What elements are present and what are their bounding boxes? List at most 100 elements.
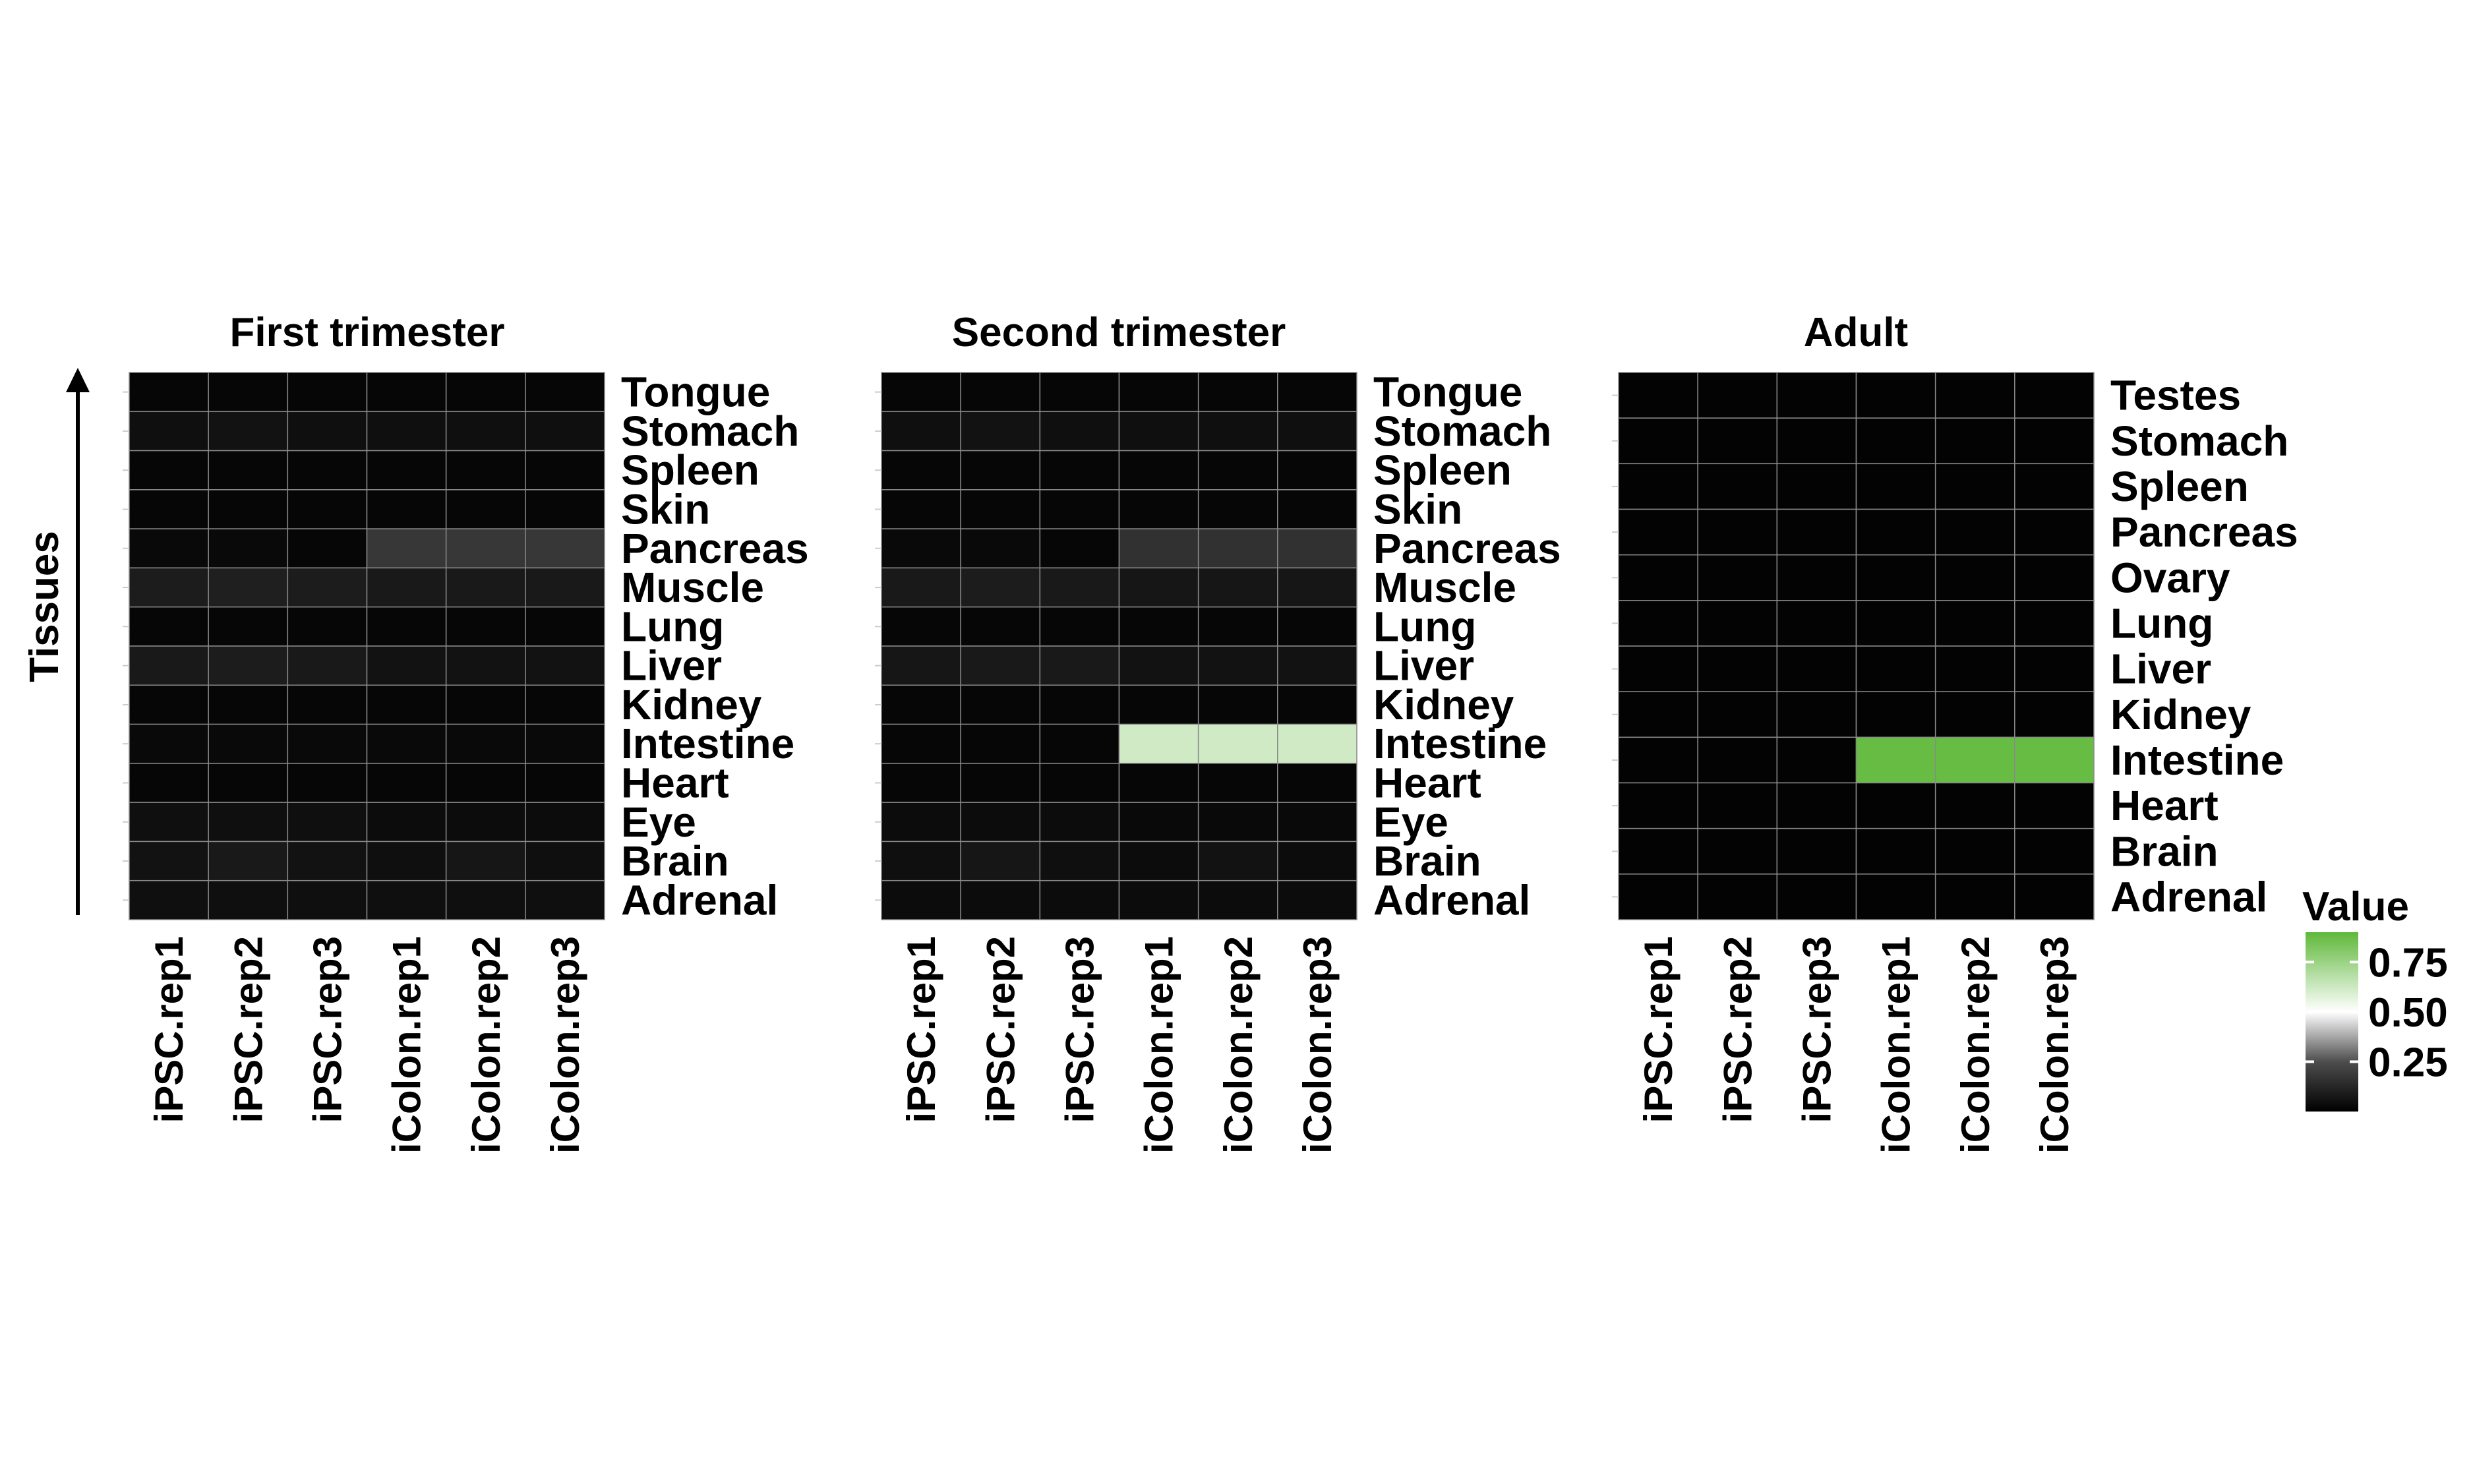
heatmap-cell <box>960 372 1041 413</box>
tissue-label: Liver <box>2110 645 2211 693</box>
heatmap-cell <box>287 411 368 452</box>
heatmap-cell <box>1118 841 1199 881</box>
tissue-label: Skin <box>1373 486 1462 533</box>
tissue-label: Lung <box>621 603 724 650</box>
tissue-label: Kidney <box>621 681 762 728</box>
heatmap-cell <box>129 723 209 764</box>
heatmap-cell <box>1277 528 1357 569</box>
heatmap-cell <box>1697 782 1778 829</box>
heatmap-cell <box>366 372 447 413</box>
heatmap-cell <box>1934 508 2015 556</box>
tissue-label: Kidney <box>1373 681 1514 728</box>
heatmap-cell <box>287 606 368 647</box>
heatmap-cell <box>1934 600 2015 647</box>
heatmap-cell <box>445 645 526 686</box>
heatmap-cell <box>287 684 368 725</box>
heatmap-cell <box>525 489 605 529</box>
heatmap-cell <box>1039 411 1120 452</box>
heatmap-cell <box>525 528 605 569</box>
heatmap-cell <box>1776 554 1857 601</box>
heatmap-cell <box>1277 723 1357 764</box>
heatmap-cell <box>525 802 605 843</box>
heatmap-cell <box>1197 606 1278 647</box>
heatmap-cell <box>881 450 961 490</box>
heatmap-cell <box>287 645 368 686</box>
heatmap-cell <box>2014 827 2095 875</box>
heatmap-cell <box>1855 372 1936 419</box>
tissue-label: Lung <box>1373 603 1476 650</box>
heatmap-cell <box>1039 802 1120 843</box>
heatmap-cell <box>1934 554 2015 601</box>
heatmap-cell <box>1697 508 1778 556</box>
heatmap-cell <box>525 411 605 452</box>
heatmap-cell <box>366 489 447 529</box>
heatmap-cell <box>881 879 961 920</box>
heatmap-cell <box>1776 782 1857 829</box>
heatmap-cell <box>525 879 605 920</box>
heatmap-cell <box>366 763 447 803</box>
heatmap-cell <box>1039 879 1120 920</box>
panel-title: Adult <box>1804 310 1908 355</box>
heatmap-cell <box>208 450 289 490</box>
heatmap-cell <box>1618 691 1698 738</box>
heatmap-cell <box>208 411 289 452</box>
heatmap-cell <box>1118 489 1199 529</box>
heatmap-cell <box>2014 645 2095 692</box>
heatmap-cell <box>287 763 368 803</box>
heatmap-cell <box>1039 606 1120 647</box>
heatmap-cell <box>129 684 209 725</box>
tissue-label: Stomach <box>621 407 799 455</box>
heatmap-cell <box>1039 841 1120 881</box>
sample-label: iPSC.rep2 <box>226 936 270 1123</box>
heatmap-cell <box>366 879 447 920</box>
tissue-label: Adrenal <box>2110 873 2267 920</box>
heatmap-cell <box>1277 606 1357 647</box>
heatmap-panel: First trimester TongueStomachSpleenSkinPa… <box>123 310 809 1154</box>
tissue-label: Lung <box>2110 599 2213 647</box>
heatmap-cell <box>525 723 605 764</box>
heatmap-cell <box>1197 411 1278 452</box>
heatmap-cell <box>129 372 209 413</box>
heatmap-cell <box>1039 489 1120 529</box>
heatmap-cell <box>525 841 605 881</box>
tissue-label: Ovary <box>2110 554 2230 601</box>
tissue-label: Heart <box>1373 759 1481 807</box>
heatmap-cell <box>1855 874 1936 920</box>
heatmap-cell <box>445 372 526 413</box>
heatmap-cell <box>1618 827 1698 875</box>
heatmap-cell <box>1776 827 1857 875</box>
heatmap-cell <box>881 606 961 647</box>
heatmap-cell <box>1697 372 1778 419</box>
heatmap-cell <box>1118 879 1199 920</box>
heatmap-cell <box>445 763 526 803</box>
heatmap-cell <box>208 489 289 529</box>
heatmap-cell <box>1618 782 1698 829</box>
tissue-label: Stomach <box>1373 407 1551 455</box>
heatmap-cell <box>1697 645 1778 692</box>
heatmap-cell <box>1197 723 1278 764</box>
heatmap-cell <box>287 528 368 569</box>
heatmap-cell <box>1197 802 1278 843</box>
heatmap-cell <box>208 763 289 803</box>
tissue-label: Spleen <box>2110 463 2249 510</box>
heatmap-cell <box>445 841 526 881</box>
heatmap-cell <box>287 841 368 881</box>
heatmap-cell <box>366 841 447 881</box>
heatmap-cell <box>1197 879 1278 920</box>
heatmap-cell <box>1697 736 1778 784</box>
heatmap-cell <box>960 645 1041 686</box>
heatmap-cell <box>1855 508 1936 556</box>
heatmap-cell <box>1855 645 1936 692</box>
heatmap-cell <box>1776 874 1857 920</box>
heatmap-cell <box>1618 600 1698 647</box>
heatmap-cell <box>208 645 289 686</box>
heatmap-cell <box>1197 528 1278 569</box>
heatmap-cell <box>1934 372 2015 419</box>
tissue-label: Intestine <box>2110 736 2284 784</box>
heatmap-cell <box>1776 645 1857 692</box>
heatmap-cell <box>2014 417 2095 465</box>
heatmap-cell <box>1118 645 1199 686</box>
heatmap-cell <box>129 841 209 881</box>
heatmap-cell <box>1118 606 1199 647</box>
sample-label: iPSC.rep1 <box>147 936 191 1123</box>
